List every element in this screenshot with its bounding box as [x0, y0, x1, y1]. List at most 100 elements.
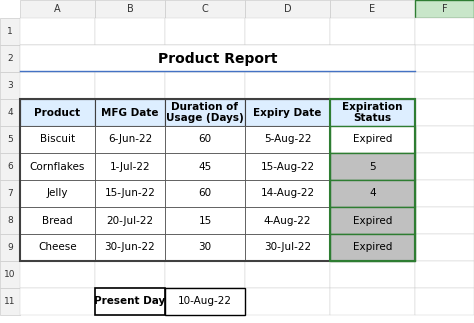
Text: F: F — [442, 4, 447, 14]
Text: 15-Aug-22: 15-Aug-22 — [260, 162, 315, 172]
Bar — [165, 288, 245, 315]
Bar — [330, 180, 415, 207]
Bar — [330, 126, 415, 153]
Text: 15: 15 — [199, 215, 211, 225]
Bar — [245, 126, 330, 153]
Bar — [330, 207, 415, 234]
Bar — [245, 18, 330, 45]
Bar — [20, 45, 415, 72]
Bar — [245, 99, 330, 126]
Bar — [165, 99, 245, 126]
Text: 30-Jun-22: 30-Jun-22 — [105, 243, 155, 253]
Bar — [95, 207, 165, 234]
Bar — [20, 99, 95, 126]
Bar — [20, 99, 415, 261]
Text: 5-Aug-22: 5-Aug-22 — [264, 134, 311, 144]
Bar — [165, 234, 245, 261]
Text: 4: 4 — [369, 189, 376, 199]
Bar — [330, 234, 415, 261]
Bar — [330, 99, 415, 126]
Bar — [20, 126, 95, 153]
Bar — [95, 18, 165, 45]
Bar — [95, 234, 165, 261]
Bar — [245, 234, 330, 261]
Bar — [245, 99, 330, 126]
Bar — [0, 180, 20, 207]
Text: 6-Jun-22: 6-Jun-22 — [108, 134, 152, 144]
Bar — [165, 207, 245, 234]
Bar — [415, 153, 474, 180]
Text: Product: Product — [35, 108, 81, 118]
Text: Product Report: Product Report — [158, 51, 277, 66]
Bar — [0, 45, 20, 72]
Text: E: E — [369, 4, 375, 14]
Bar — [165, 0, 245, 18]
Bar — [95, 207, 165, 234]
Bar — [0, 99, 20, 126]
Text: MFG Date: MFG Date — [101, 108, 159, 118]
Bar — [415, 234, 474, 261]
Bar — [20, 0, 95, 18]
Bar — [20, 45, 95, 72]
Text: 10-Aug-22: 10-Aug-22 — [178, 297, 232, 307]
Bar — [20, 207, 95, 234]
Text: 10: 10 — [4, 270, 16, 279]
Bar — [95, 261, 165, 288]
Bar — [165, 153, 245, 180]
Bar — [95, 234, 165, 261]
Bar — [330, 72, 415, 99]
Bar — [415, 18, 474, 45]
Bar — [95, 180, 165, 207]
Text: C: C — [201, 4, 209, 14]
Text: 7: 7 — [7, 189, 13, 198]
Bar — [0, 288, 20, 315]
Bar — [330, 207, 415, 234]
Bar — [20, 180, 95, 207]
Text: Present Day: Present Day — [94, 297, 165, 307]
Text: 4-Aug-22: 4-Aug-22 — [264, 215, 311, 225]
Bar — [245, 207, 330, 234]
Bar — [95, 72, 165, 99]
Bar — [330, 126, 415, 153]
Bar — [245, 180, 330, 207]
Text: Expiration
Status: Expiration Status — [342, 102, 403, 123]
Bar — [20, 234, 95, 261]
Text: 5: 5 — [7, 135, 13, 144]
Bar — [0, 72, 20, 99]
Text: 1: 1 — [7, 27, 13, 36]
Bar — [330, 153, 415, 180]
Bar — [165, 72, 245, 99]
Bar — [20, 153, 95, 180]
Bar — [245, 180, 330, 207]
Bar — [165, 45, 245, 72]
Text: Expiry Date: Expiry Date — [253, 108, 322, 118]
Bar — [0, 153, 20, 180]
Text: D: D — [283, 4, 292, 14]
Text: Cornflakes: Cornflakes — [30, 162, 85, 172]
Text: 3: 3 — [7, 81, 13, 90]
Bar — [415, 45, 474, 72]
Bar — [415, 0, 474, 18]
Text: 20-Jul-22: 20-Jul-22 — [107, 215, 154, 225]
Text: 9: 9 — [7, 243, 13, 252]
Bar — [95, 126, 165, 153]
Text: 6: 6 — [7, 162, 13, 171]
Bar — [415, 288, 474, 315]
Bar — [20, 234, 95, 261]
Bar — [0, 207, 20, 234]
Bar — [330, 180, 415, 207]
Bar — [165, 180, 245, 207]
Bar — [245, 261, 330, 288]
Bar — [0, 261, 20, 288]
Bar — [415, 207, 474, 234]
Bar — [95, 99, 165, 126]
Bar — [165, 126, 245, 153]
Text: 8: 8 — [7, 216, 13, 225]
Bar — [330, 18, 415, 45]
Bar — [95, 0, 165, 18]
Text: 45: 45 — [199, 162, 211, 172]
Bar — [415, 261, 474, 288]
Bar — [245, 288, 330, 315]
Bar — [245, 234, 330, 261]
Bar — [245, 207, 330, 234]
